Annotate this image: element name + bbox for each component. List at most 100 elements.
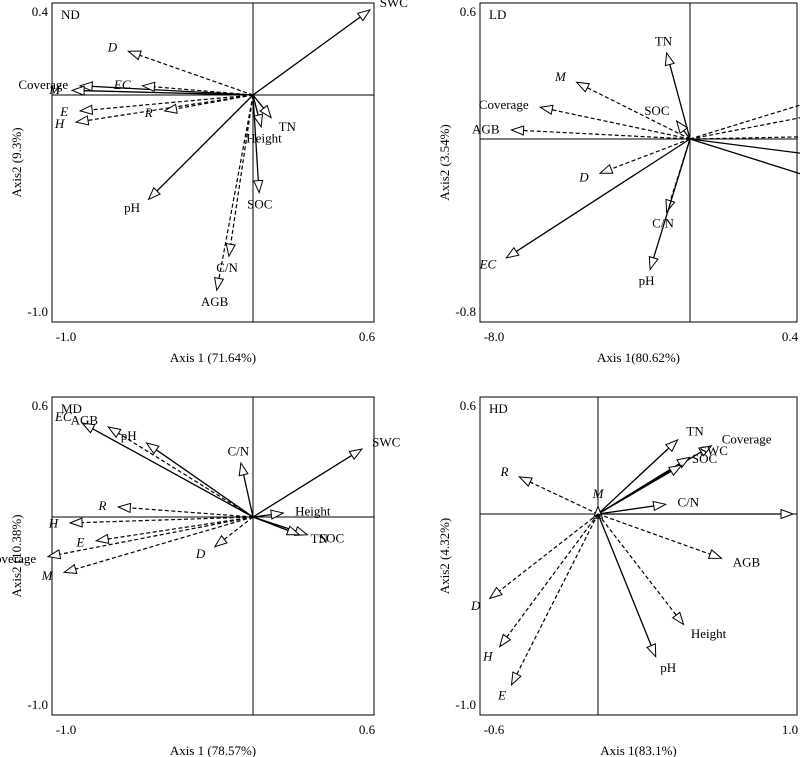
vector-ec-label: EC — [113, 77, 131, 92]
vector-ph: pH — [597, 513, 676, 675]
vector-swc-arrowhead — [676, 456, 691, 469]
vector-swc-line — [252, 454, 353, 518]
vector-e-line — [689, 136, 800, 140]
x-tick-label: 0.6 — [359, 329, 376, 344]
vector-tn-line — [252, 94, 265, 109]
vector-coverage: Coverage — [0, 516, 254, 566]
vector-h-line — [82, 516, 254, 524]
vector-swc-arrowhead — [356, 9, 372, 22]
vector-ph: pH — [121, 428, 254, 518]
vector-swc-line — [252, 16, 361, 96]
vector-ec-line — [154, 86, 254, 96]
vector-e: E — [59, 94, 254, 119]
vector-agb-label: AGB — [71, 413, 99, 428]
vector-height-label: Height — [246, 130, 282, 145]
vector-coverage-line — [92, 85, 254, 96]
vector-agb: AGB — [201, 94, 254, 309]
y-tick-label: -1.0 — [27, 304, 48, 319]
vector-agb-label: AGB — [472, 121, 500, 136]
vector-ph-arrowhead — [147, 186, 161, 201]
vector-ec-label: EC — [479, 257, 497, 272]
y-tick-label: 0.6 — [460, 398, 477, 413]
vector-d-arrowhead — [213, 534, 228, 548]
vector-h: H — [482, 513, 599, 663]
vector-soc-line — [252, 94, 259, 181]
x-axis-label: Axis 1(80.62%) — [597, 350, 680, 365]
vector-tn: TN — [252, 94, 297, 134]
vector-r-label: R — [144, 105, 153, 120]
vector-agb-line — [597, 513, 711, 555]
vector-swc-label: SWC — [380, 0, 408, 10]
vector-d-label: D — [195, 546, 206, 561]
vector-h-line — [506, 513, 599, 638]
vector-swc-line — [689, 138, 800, 154]
y-tick-label: 0.4 — [32, 4, 49, 19]
vector-ph: pH — [124, 94, 254, 215]
vector-h: H — [54, 94, 254, 131]
vector-h-arrowhead — [68, 517, 83, 528]
panel-hd-frame — [479, 396, 798, 716]
vector-agb-arrowhead — [107, 426, 122, 439]
x-tick-label: -1.0 — [56, 329, 77, 344]
vector-m: M — [554, 69, 691, 140]
vector-cn: C/N — [652, 138, 691, 231]
x-tick-label: -0.6 — [484, 722, 505, 737]
vector-tn-line — [669, 64, 691, 140]
vector-agb: AGB — [597, 513, 760, 569]
vector-cn: C/N — [227, 443, 254, 518]
vector-coverage-label: Coverage — [0, 551, 36, 566]
vector-ph-label: pH — [660, 660, 676, 675]
vector-agb: AGB — [71, 413, 254, 518]
panel-md-label: MD — [61, 401, 82, 416]
vector-d: D — [195, 516, 254, 561]
vector-height: Height — [252, 503, 331, 520]
vector-agb-line — [218, 94, 254, 279]
vector-tn-label: TN — [311, 531, 329, 546]
vector-cn-arrowhead — [225, 242, 236, 258]
vector-m-line — [587, 87, 691, 140]
vector-r-arrowhead — [163, 103, 178, 114]
x-tick-label: 0.6 — [359, 722, 376, 737]
vector-soc-arrowhead — [253, 179, 264, 195]
vector-soc: SOC — [252, 516, 344, 546]
vector-coverage-label: Coverage — [479, 97, 529, 112]
x-tick-label: -1.0 — [56, 722, 77, 737]
vector-tn-arrowhead — [664, 51, 675, 67]
vector-m: M — [41, 516, 254, 583]
vector-ph-line — [597, 513, 652, 646]
y-tick-label: -0.8 — [455, 304, 476, 319]
vector-ph-label: pH — [639, 273, 655, 288]
vector-swc-arrowhead — [348, 448, 364, 461]
vector-cn-line — [230, 94, 254, 245]
panel-md-frame — [51, 396, 375, 716]
vector-swc: SWC — [689, 138, 800, 154]
vector-height-arrowhead — [671, 611, 685, 626]
vector-d-line — [498, 513, 599, 592]
vector-h-arrowhead — [74, 115, 90, 126]
y-axis-label: Axis2 (4.32%) — [437, 518, 452, 595]
vector-h-line — [87, 94, 254, 121]
vector-soc-line — [683, 130, 691, 140]
panel-ld-label: LD — [489, 7, 506, 22]
x-axis-label: Axis 1(83.1%) — [600, 743, 677, 757]
x-axis-label: Axis 1 (78.57%) — [170, 743, 256, 757]
vector-tn: TN — [655, 33, 691, 140]
vector-ph-label: pH — [121, 428, 137, 443]
x-tick-label: 0.4 — [782, 329, 799, 344]
panel-hd-label: HD — [489, 401, 508, 416]
vector-height-arrowhead — [252, 113, 264, 129]
vector-tn-arrowhead — [664, 438, 679, 453]
vector-agb-arrowhead — [707, 549, 723, 559]
vector-d: D — [578, 138, 691, 185]
vector-ec-arrowhead — [80, 422, 96, 434]
vector-coverage-arrowhead — [539, 104, 554, 116]
vector-swc: SWC — [252, 435, 400, 518]
vector-tn: TN — [252, 516, 329, 546]
vector-height: Height — [689, 138, 800, 175]
panel-nd-frame — [51, 2, 375, 323]
y-tick-label: 0.6 — [460, 4, 477, 19]
vector-agb-line — [118, 432, 254, 518]
